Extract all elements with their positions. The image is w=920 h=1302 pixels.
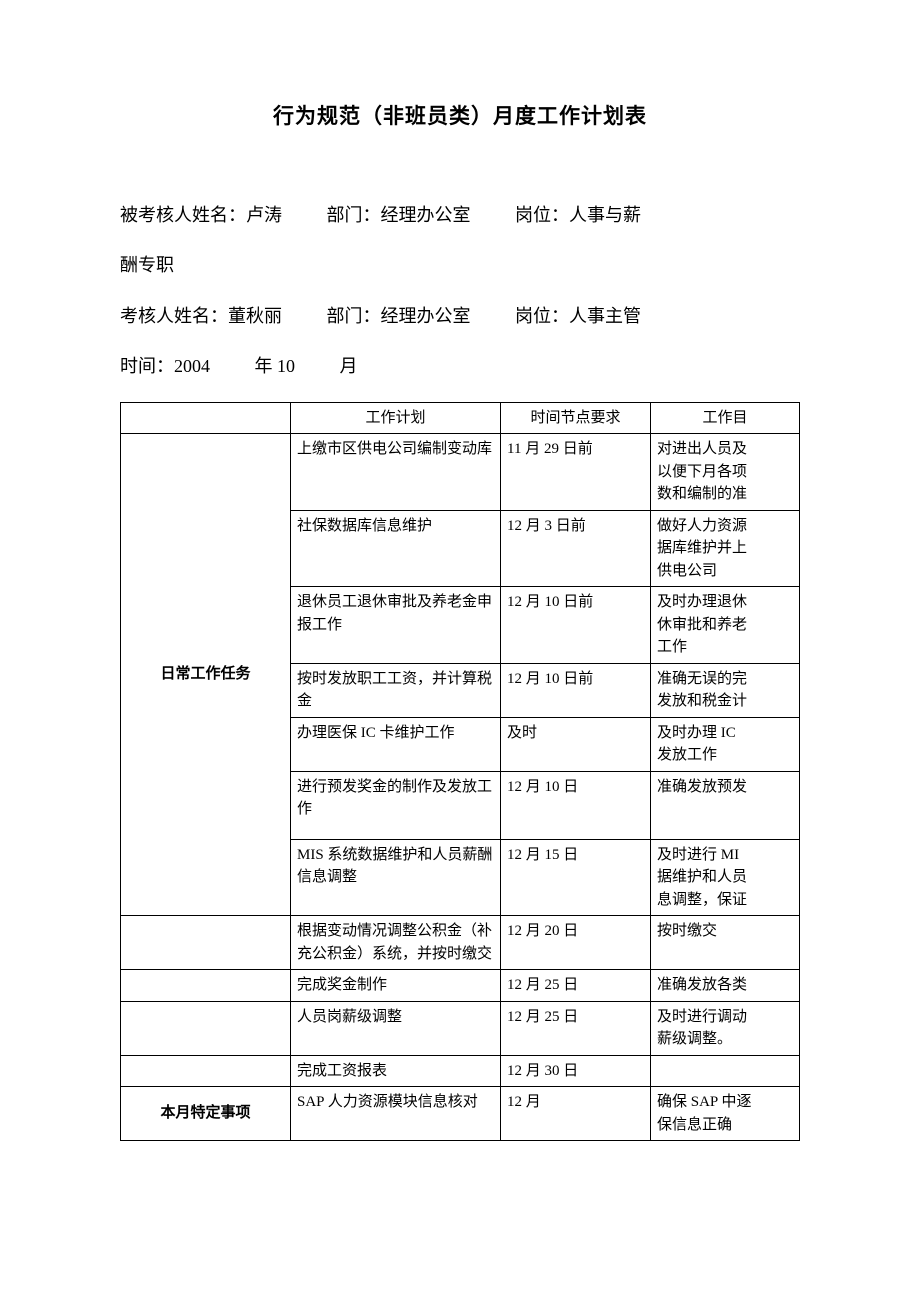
table-row: 人员岗薪级调整 12 月 25 日 及时进行调动薪级调整。	[121, 1001, 800, 1055]
assessor-post: 人事主管	[569, 306, 641, 326]
table-row: 完成奖金制作 12 月 25 日 准确发放各类	[121, 970, 800, 1002]
month-unit: 月	[340, 356, 358, 376]
meta-block: 被考核人姓名：卢涛 部门：经理办公室 岗位：人事与薪 酬专职 考核人姓名：董秋丽…	[120, 190, 800, 392]
assessor-name: 董秋丽	[228, 306, 282, 326]
empty-category	[121, 1055, 291, 1087]
cell-time: 12 月	[501, 1087, 651, 1141]
assessed-label: 被考核人姓名：	[120, 205, 246, 225]
cell-plan: 办理医保 IC 卡维护工作	[291, 717, 501, 771]
year-unit: 年	[255, 356, 273, 376]
cell-goal: 及时进行 MI据维护和人员息调整，保证	[651, 839, 800, 916]
cell-goal: 准确发放各类	[651, 970, 800, 1002]
assessed-post-wrap: 酬专职	[120, 240, 800, 290]
cell-time: 12 月 10 日	[501, 771, 651, 839]
cell-time: 12 月 15 日	[501, 839, 651, 916]
time-year: 2004	[174, 356, 210, 376]
table-row: 根据变动情况调整公积金（补充公积金）系统，并按时缴交 12 月 20 日 按时缴…	[121, 916, 800, 970]
assessed-name: 卢涛	[246, 205, 282, 225]
header-goal: 工作目	[651, 402, 800, 434]
section-special-label: 本月特定事项	[121, 1087, 291, 1141]
cell-goal: 按时缴交	[651, 916, 800, 970]
header-category	[121, 402, 291, 434]
cell-time: 12 月 10 日前	[501, 587, 651, 664]
cell-plan: MIS 系统数据维护和人员薪酬信息调整	[291, 839, 501, 916]
table-header-row: 工作计划 时间节点要求 工作目	[121, 402, 800, 434]
cell-plan: 人员岗薪级调整	[291, 1001, 501, 1055]
plan-table: 工作计划 时间节点要求 工作目 日常工作任务 上缴市区供电公司编制变动库 11 …	[120, 402, 800, 1142]
cell-plan: 退休员工退休审批及养老金申报工作	[291, 587, 501, 664]
assessed-dept: 经理办公室	[381, 205, 471, 225]
time-month: 10	[277, 356, 295, 376]
assessor-dept: 经理办公室	[381, 306, 471, 326]
table-row: 完成工资报表 12 月 30 日	[121, 1055, 800, 1087]
empty-category	[121, 916, 291, 970]
cell-time: 12 月 3 日前	[501, 510, 651, 587]
assessor-dept-label: 部门：	[327, 306, 381, 326]
cell-time: 12 月 25 日	[501, 970, 651, 1002]
cell-goal: 及时办理退休休审批和养老工作	[651, 587, 800, 664]
header-time: 时间节点要求	[501, 402, 651, 434]
section-daily-label: 日常工作任务	[121, 434, 291, 916]
header-plan: 工作计划	[291, 402, 501, 434]
empty-category	[121, 970, 291, 1002]
cell-plan: 完成工资报表	[291, 1055, 501, 1087]
cell-time: 12 月 25 日	[501, 1001, 651, 1055]
time-row: 时间：2004 年 10 月	[120, 341, 800, 391]
cell-time: 12 月 30 日	[501, 1055, 651, 1087]
assessed-dept-label: 部门：	[327, 205, 381, 225]
cell-goal: 及时办理 IC发放工作	[651, 717, 800, 771]
assessor-post-label: 岗位：	[515, 306, 569, 326]
cell-plan: 进行预发奖金的制作及发放工作	[291, 771, 501, 839]
time-label: 时间：	[120, 356, 174, 376]
cell-plan: 社保数据库信息维护	[291, 510, 501, 587]
cell-plan: 根据变动情况调整公积金（补充公积金）系统，并按时缴交	[291, 916, 501, 970]
empty-category	[121, 1001, 291, 1055]
page-title: 行为规范（非班员类）月度工作计划表	[120, 100, 800, 130]
cell-plan: 按时发放职工工资，并计算税金	[291, 663, 501, 717]
table-row: 本月特定事项 SAP 人力资源模块信息核对 12 月 确保 SAP 中逐保信息正…	[121, 1087, 800, 1141]
cell-goal: 准确无误的完发放和税金计	[651, 663, 800, 717]
assessed-post-label: 岗位：	[515, 205, 569, 225]
cell-plan: 完成奖金制作	[291, 970, 501, 1002]
assessed-row: 被考核人姓名：卢涛 部门：经理办公室 岗位：人事与薪	[120, 190, 800, 240]
cell-goal: 确保 SAP 中逐保信息正确	[651, 1087, 800, 1141]
cell-goal	[651, 1055, 800, 1087]
assessor-row: 考核人姓名：董秋丽 部门：经理办公室 岗位：人事主管	[120, 291, 800, 341]
cell-goal: 对进出人员及以便下月各项数和编制的准	[651, 434, 800, 511]
cell-goal: 做好人力资源据库维护并上供电公司	[651, 510, 800, 587]
cell-plan: SAP 人力资源模块信息核对	[291, 1087, 501, 1141]
cell-goal: 及时进行调动薪级调整。	[651, 1001, 800, 1055]
table-row: 日常工作任务 上缴市区供电公司编制变动库 11 月 29 日前 对进出人员及以便…	[121, 434, 800, 511]
assessed-post: 人事与薪	[569, 205, 641, 225]
assessor-label: 考核人姓名：	[120, 306, 228, 326]
cell-plan: 上缴市区供电公司编制变动库	[291, 434, 501, 511]
cell-time: 12 月 10 日前	[501, 663, 651, 717]
cell-time: 12 月 20 日	[501, 916, 651, 970]
cell-time: 11 月 29 日前	[501, 434, 651, 511]
cell-goal: 准确发放预发	[651, 771, 800, 839]
cell-time: 及时	[501, 717, 651, 771]
